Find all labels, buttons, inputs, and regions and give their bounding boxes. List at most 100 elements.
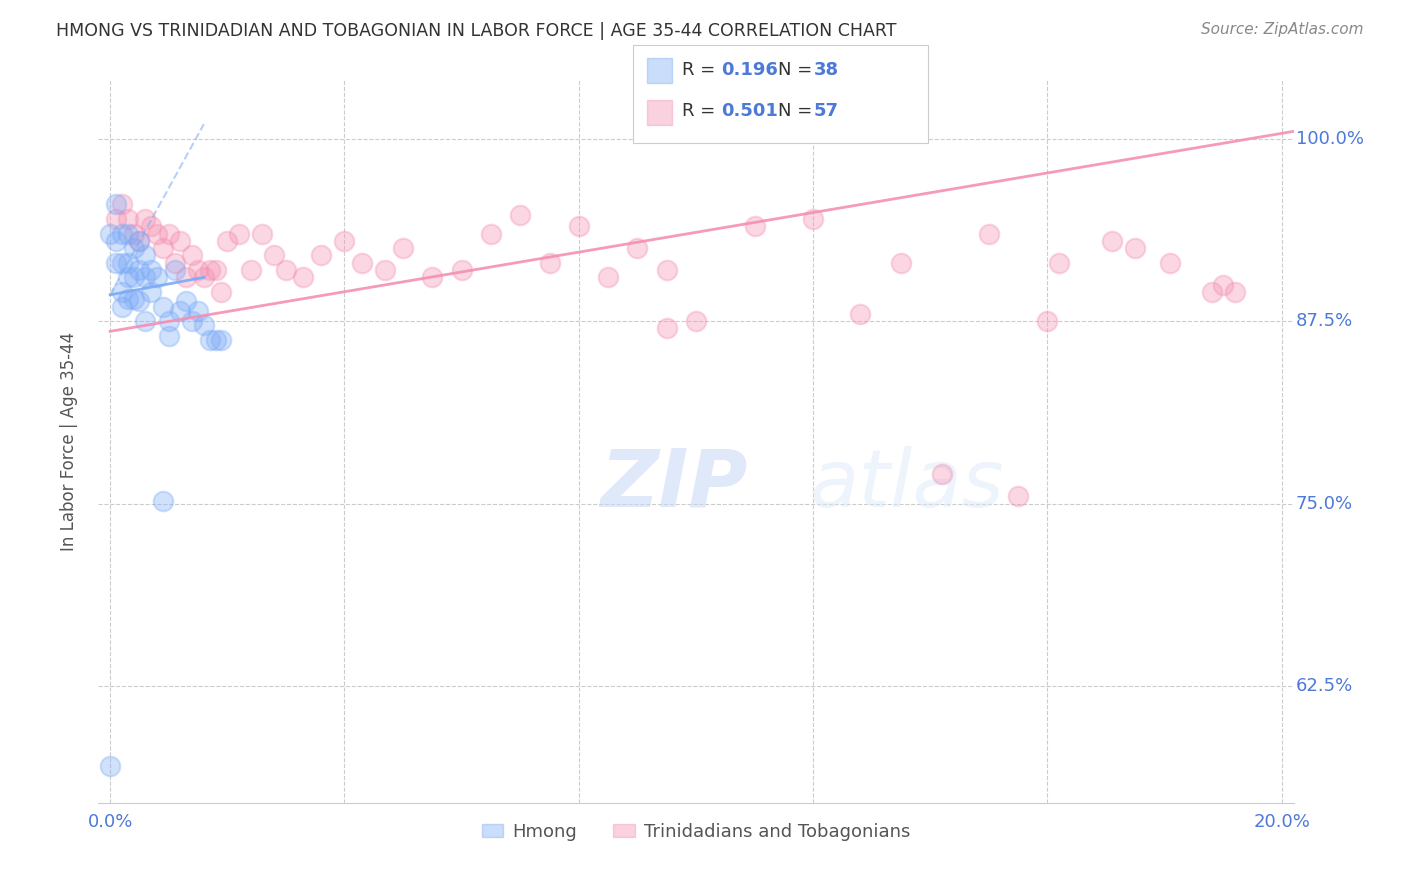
Point: [117, 227, 139, 241]
Point: [111, 256, 134, 270]
Point: [198, 333, 221, 347]
Point: [163, 256, 186, 270]
Point: [169, 234, 191, 248]
Point: [801, 211, 824, 226]
Point: [141, 285, 163, 299]
Point: [128, 234, 150, 248]
Point: [1160, 256, 1182, 270]
Point: [392, 241, 415, 255]
Point: [252, 227, 274, 241]
Point: [655, 321, 678, 335]
Point: [598, 270, 620, 285]
Point: [204, 263, 226, 277]
Point: [152, 300, 174, 314]
Point: [422, 270, 444, 285]
Text: R =: R =: [682, 103, 721, 120]
Text: 38: 38: [814, 62, 839, 79]
Point: [174, 270, 197, 285]
Point: [157, 227, 180, 241]
Point: [152, 493, 174, 508]
Point: [187, 304, 209, 318]
Point: [1047, 256, 1070, 270]
Point: [274, 263, 297, 277]
Point: [849, 307, 872, 321]
Point: [128, 263, 150, 277]
Text: atlas: atlas: [810, 446, 1004, 524]
Point: [1101, 234, 1123, 248]
Point: [174, 293, 197, 308]
Point: [157, 314, 180, 328]
Text: N =: N =: [778, 62, 817, 79]
Point: [157, 328, 180, 343]
Point: [146, 270, 169, 285]
Point: [1007, 489, 1029, 503]
Point: [117, 270, 139, 285]
Point: [169, 304, 191, 318]
Point: [146, 227, 169, 241]
Point: [128, 293, 150, 308]
Point: [1125, 241, 1147, 255]
Point: [263, 248, 285, 262]
Point: [450, 263, 472, 277]
Legend: Hmong, Trinidadians and Tobagonians: Hmong, Trinidadians and Tobagonians: [474, 815, 918, 848]
Point: [122, 227, 145, 241]
Text: Source: ZipAtlas.com: Source: ZipAtlas.com: [1201, 22, 1364, 37]
Point: [211, 285, 233, 299]
Point: [105, 234, 128, 248]
Text: 75.0%: 75.0%: [1296, 494, 1353, 513]
Point: [626, 241, 648, 255]
Text: HMONG VS TRINIDADIAN AND TOBAGONIAN IN LABOR FORCE | AGE 35-44 CORRELATION CHART: HMONG VS TRINIDADIAN AND TOBAGONIAN IN L…: [56, 22, 897, 40]
Point: [292, 270, 315, 285]
Point: [163, 263, 186, 277]
Point: [122, 292, 145, 306]
Point: [977, 227, 1000, 241]
Text: ZIP: ZIP: [600, 446, 748, 524]
Point: [117, 292, 139, 306]
Point: [111, 197, 134, 211]
Point: [198, 263, 221, 277]
Point: [111, 300, 134, 314]
Point: [744, 219, 766, 234]
Point: [538, 256, 561, 270]
Point: [193, 318, 215, 333]
Text: 57: 57: [814, 103, 839, 120]
Point: [655, 263, 678, 277]
Point: [568, 219, 591, 234]
Point: [141, 219, 163, 234]
Text: 87.5%: 87.5%: [1296, 312, 1353, 330]
Text: R =: R =: [682, 62, 721, 79]
Point: [333, 234, 356, 248]
Point: [105, 211, 128, 226]
Point: [211, 333, 233, 347]
Point: [105, 197, 128, 211]
Point: [152, 241, 174, 255]
Point: [98, 227, 121, 241]
Point: [193, 270, 215, 285]
Point: [1201, 285, 1223, 299]
Point: [228, 227, 250, 241]
Point: [1036, 314, 1059, 328]
Y-axis label: In Labor Force | Age 35-44: In Labor Force | Age 35-44: [59, 332, 77, 551]
Point: [117, 256, 139, 270]
Point: [111, 285, 134, 299]
Text: 0.501: 0.501: [721, 103, 778, 120]
Point: [117, 211, 139, 226]
Point: [134, 211, 156, 226]
Text: 100.0%: 100.0%: [1296, 129, 1364, 148]
Point: [187, 263, 209, 277]
Point: [134, 248, 156, 262]
Point: [1223, 285, 1246, 299]
Point: [479, 227, 502, 241]
Point: [204, 333, 226, 347]
Text: 0.196: 0.196: [721, 62, 778, 79]
Point: [181, 248, 204, 262]
Point: [111, 227, 134, 241]
Text: N =: N =: [778, 103, 817, 120]
Point: [134, 314, 156, 328]
Text: 62.5%: 62.5%: [1296, 677, 1353, 695]
Point: [1212, 277, 1234, 292]
Point: [309, 248, 332, 262]
Point: [239, 263, 262, 277]
Point: [128, 234, 150, 248]
Point: [134, 270, 156, 285]
